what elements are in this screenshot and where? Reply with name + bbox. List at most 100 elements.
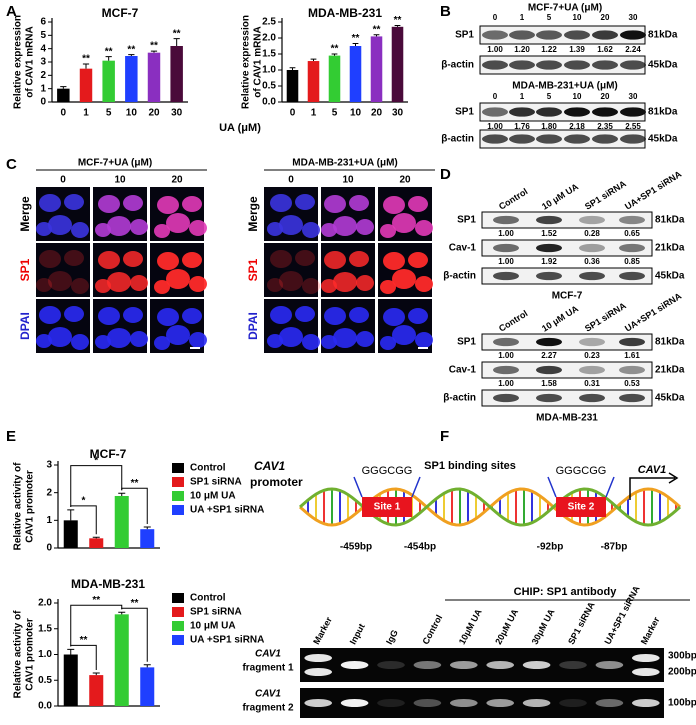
blot-band [564,30,590,40]
nucleus [64,306,84,322]
blot-frame [481,267,653,285]
nucleus [356,275,374,291]
nucleus [408,196,428,212]
error-bar [352,42,359,46]
nucleus [392,269,416,289]
quant-label: 1.52 [541,229,557,238]
binding-site [362,497,412,517]
lane-label: 10 μM UA [540,303,581,333]
y-tick-label: 1 [40,83,46,94]
nucleus [302,278,320,294]
blot-frame [481,333,653,351]
blot-band [579,215,605,225]
blot-band [619,393,645,403]
nucleus [415,332,433,348]
nucleus [295,194,315,210]
nucleus [166,325,190,345]
nucleus [380,280,396,294]
protein-label: β-actin [441,60,474,71]
gel-band [377,699,405,707]
bracket-label: ** [131,478,139,489]
legend-label: UA +SP1 siRNA [190,635,264,646]
blot-band [482,134,508,144]
protein-label: Cav-1 [449,365,477,376]
protein-label: Cav-1 [449,243,477,254]
blot-band [482,60,508,70]
quant-label: 1.92 [541,257,557,266]
lane-label: 30 [629,92,638,101]
quant-label: 0.53 [624,379,640,388]
error-bar [128,54,135,56]
gel-band [559,699,587,707]
nucleus [392,213,416,233]
quant-label: 0.65 [624,229,640,238]
size-label: 81kDa [655,215,685,226]
quant-label: 2.35 [597,122,613,131]
fragment-label: fragment 2 [242,703,294,714]
y-axis-label: Relative activity of [13,610,24,698]
quant-label: 1.00 [487,122,503,131]
protein-label: β-actin [443,393,476,404]
lane-label: SP1 siRNA [583,300,628,333]
nucleus [324,307,346,325]
nucleus [279,327,303,347]
legend-swatch [172,491,184,501]
quant-label: 1.00 [498,351,514,360]
nucleus [295,306,315,322]
bar [391,26,404,102]
lane-label: 10 [573,92,582,101]
significance-bracket [121,607,148,662]
bar [349,46,362,102]
y-tick-label: 3 [40,57,46,68]
nucleus [130,331,148,347]
y-axis-label: Relative expression [13,15,24,109]
y-tick-label: 6 [40,17,46,28]
fragment-label: fragment 1 [242,663,294,674]
chart-title: MDA-MB-231 [308,6,382,20]
gel-band [340,661,369,669]
nucleus [166,213,190,233]
blot-band [482,107,508,117]
quant-label: 1.58 [541,379,557,388]
lane-label: UA+SP1 siRNA [623,169,684,212]
nucleus [71,222,89,238]
bar [63,520,78,548]
blot-band [579,243,605,253]
nucleus [123,307,143,323]
blot-band [493,243,519,253]
micrograph [264,243,318,297]
nucleus [48,215,72,235]
legend-label: Control [190,463,226,474]
error-bar [118,492,126,496]
blot-frame [481,389,653,407]
micrograph [36,243,90,297]
blot-band [619,337,645,347]
quant-label: 0.85 [624,257,640,266]
y-axis-label: of CAV1 mRNA [253,26,264,97]
gel-band [413,661,442,669]
bar [89,675,104,706]
protein-label: SP1 [455,30,474,41]
blot-band [592,107,618,117]
lane-label: 30μM UA [530,607,557,646]
nucleus [36,334,52,348]
gel-band [631,668,660,676]
nucleus [39,250,61,268]
nucleus [130,275,148,291]
bp-label: -87bp [601,542,628,553]
nucleus [415,276,433,292]
blot-band [536,271,562,281]
error-bar [373,34,380,37]
blot-band [536,393,562,403]
lane-label: Control [497,308,529,333]
error-bar [60,86,67,89]
y-axis-label: CAV1 promoter [25,470,36,543]
dose-label: 0 [60,175,66,186]
nucleus [98,251,120,269]
blot-band [620,60,646,70]
blot-band [620,107,646,117]
significance-label: ** [173,28,181,39]
nucleus [39,306,61,324]
blot-band [493,337,519,347]
